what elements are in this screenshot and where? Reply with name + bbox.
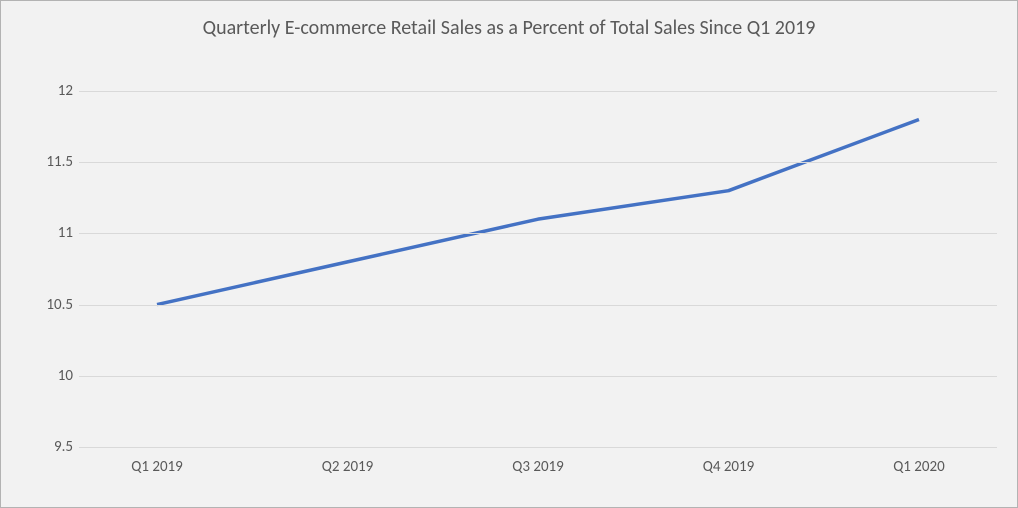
y-tick-label: 11 bbox=[31, 224, 73, 242]
gridline bbox=[79, 305, 997, 306]
gridline bbox=[79, 162, 997, 163]
x-axis: Q1 2019 Q2 2019 Q3 2019 Q4 2019 Q1 2020 bbox=[79, 458, 997, 482]
y-tick-label: 11.5 bbox=[31, 153, 73, 171]
plot-area bbox=[79, 91, 997, 447]
y-tick-label: 10 bbox=[31, 367, 73, 385]
y-tick-label: 12 bbox=[31, 82, 73, 100]
gridline bbox=[79, 233, 997, 234]
chart-container: Quarterly E-commerce Retail Sales as a P… bbox=[0, 0, 1018, 508]
line-path-svg bbox=[79, 91, 997, 447]
y-tick-label: 9.5 bbox=[31, 438, 73, 456]
gridline bbox=[79, 447, 997, 448]
y-tick-label: 10.5 bbox=[31, 296, 73, 314]
gridline bbox=[79, 91, 997, 92]
x-tick-label: Q1 2020 bbox=[893, 458, 945, 476]
x-tick-label: Q3 2019 bbox=[512, 458, 564, 476]
chart-title: Quarterly E-commerce Retail Sales as a P… bbox=[1, 1, 1017, 41]
x-tick-label: Q2 2019 bbox=[322, 458, 374, 476]
series-line bbox=[157, 119, 919, 304]
y-axis: 9.51010.51111.512 bbox=[31, 91, 79, 447]
x-tick-label: Q1 2019 bbox=[131, 458, 183, 476]
gridline bbox=[79, 376, 997, 377]
x-tick-label: Q4 2019 bbox=[703, 458, 755, 476]
plot-wrap: 9.51010.51111.512 bbox=[31, 91, 997, 447]
